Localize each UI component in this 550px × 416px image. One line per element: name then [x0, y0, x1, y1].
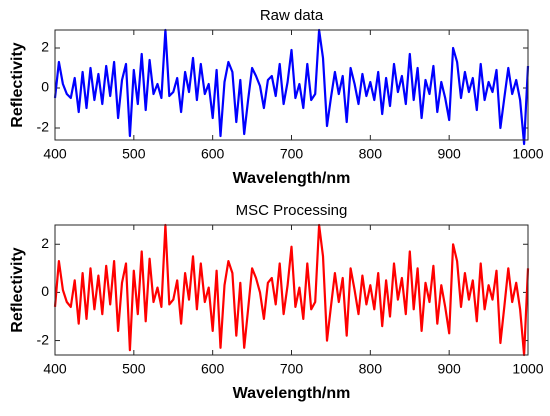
y-axis-label: Reflectivity: [9, 42, 26, 127]
y-tick-label: 0: [41, 79, 49, 95]
x-axis-label: Wavelength/nm: [233, 385, 351, 402]
data-line: [53, 28, 530, 146]
y-axis-label: Reflectivity: [9, 247, 26, 332]
x-axis-label: Wavelength/nm: [233, 170, 351, 187]
axes-box: [54, 224, 529, 356]
axes-box: [54, 29, 529, 141]
plot-area: [55, 225, 528, 355]
x-tick-label: 700: [280, 146, 304, 162]
x-tick-label: 400: [43, 146, 67, 162]
chart-title: Raw data: [260, 7, 324, 24]
x-tick-label: 900: [437, 146, 461, 162]
x-tick-label: 1000: [512, 361, 543, 377]
x-tick-label: 600: [201, 361, 225, 377]
plot-area: [55, 30, 528, 140]
x-tick-label: 500: [122, 146, 146, 162]
x-tick-label: 500: [122, 361, 146, 377]
x-tick-label: 900: [437, 361, 461, 377]
data-line: [53, 223, 530, 357]
x-tick-label: 800: [359, 146, 383, 162]
x-tick-label: 800: [359, 361, 383, 377]
x-tick-label: 400: [43, 361, 67, 377]
x-tick-label: 700: [280, 361, 304, 377]
y-tick-label: 2: [41, 39, 49, 55]
x-tick-label: 1000: [512, 146, 543, 162]
y-tick-label: -2: [37, 119, 50, 135]
y-tick-label: -2: [37, 331, 50, 347]
chart-title: MSC Processing: [236, 202, 348, 219]
y-tick-label: 0: [41, 283, 49, 299]
y-tick-label: 2: [41, 235, 49, 251]
x-tick-label: 600: [201, 146, 225, 162]
